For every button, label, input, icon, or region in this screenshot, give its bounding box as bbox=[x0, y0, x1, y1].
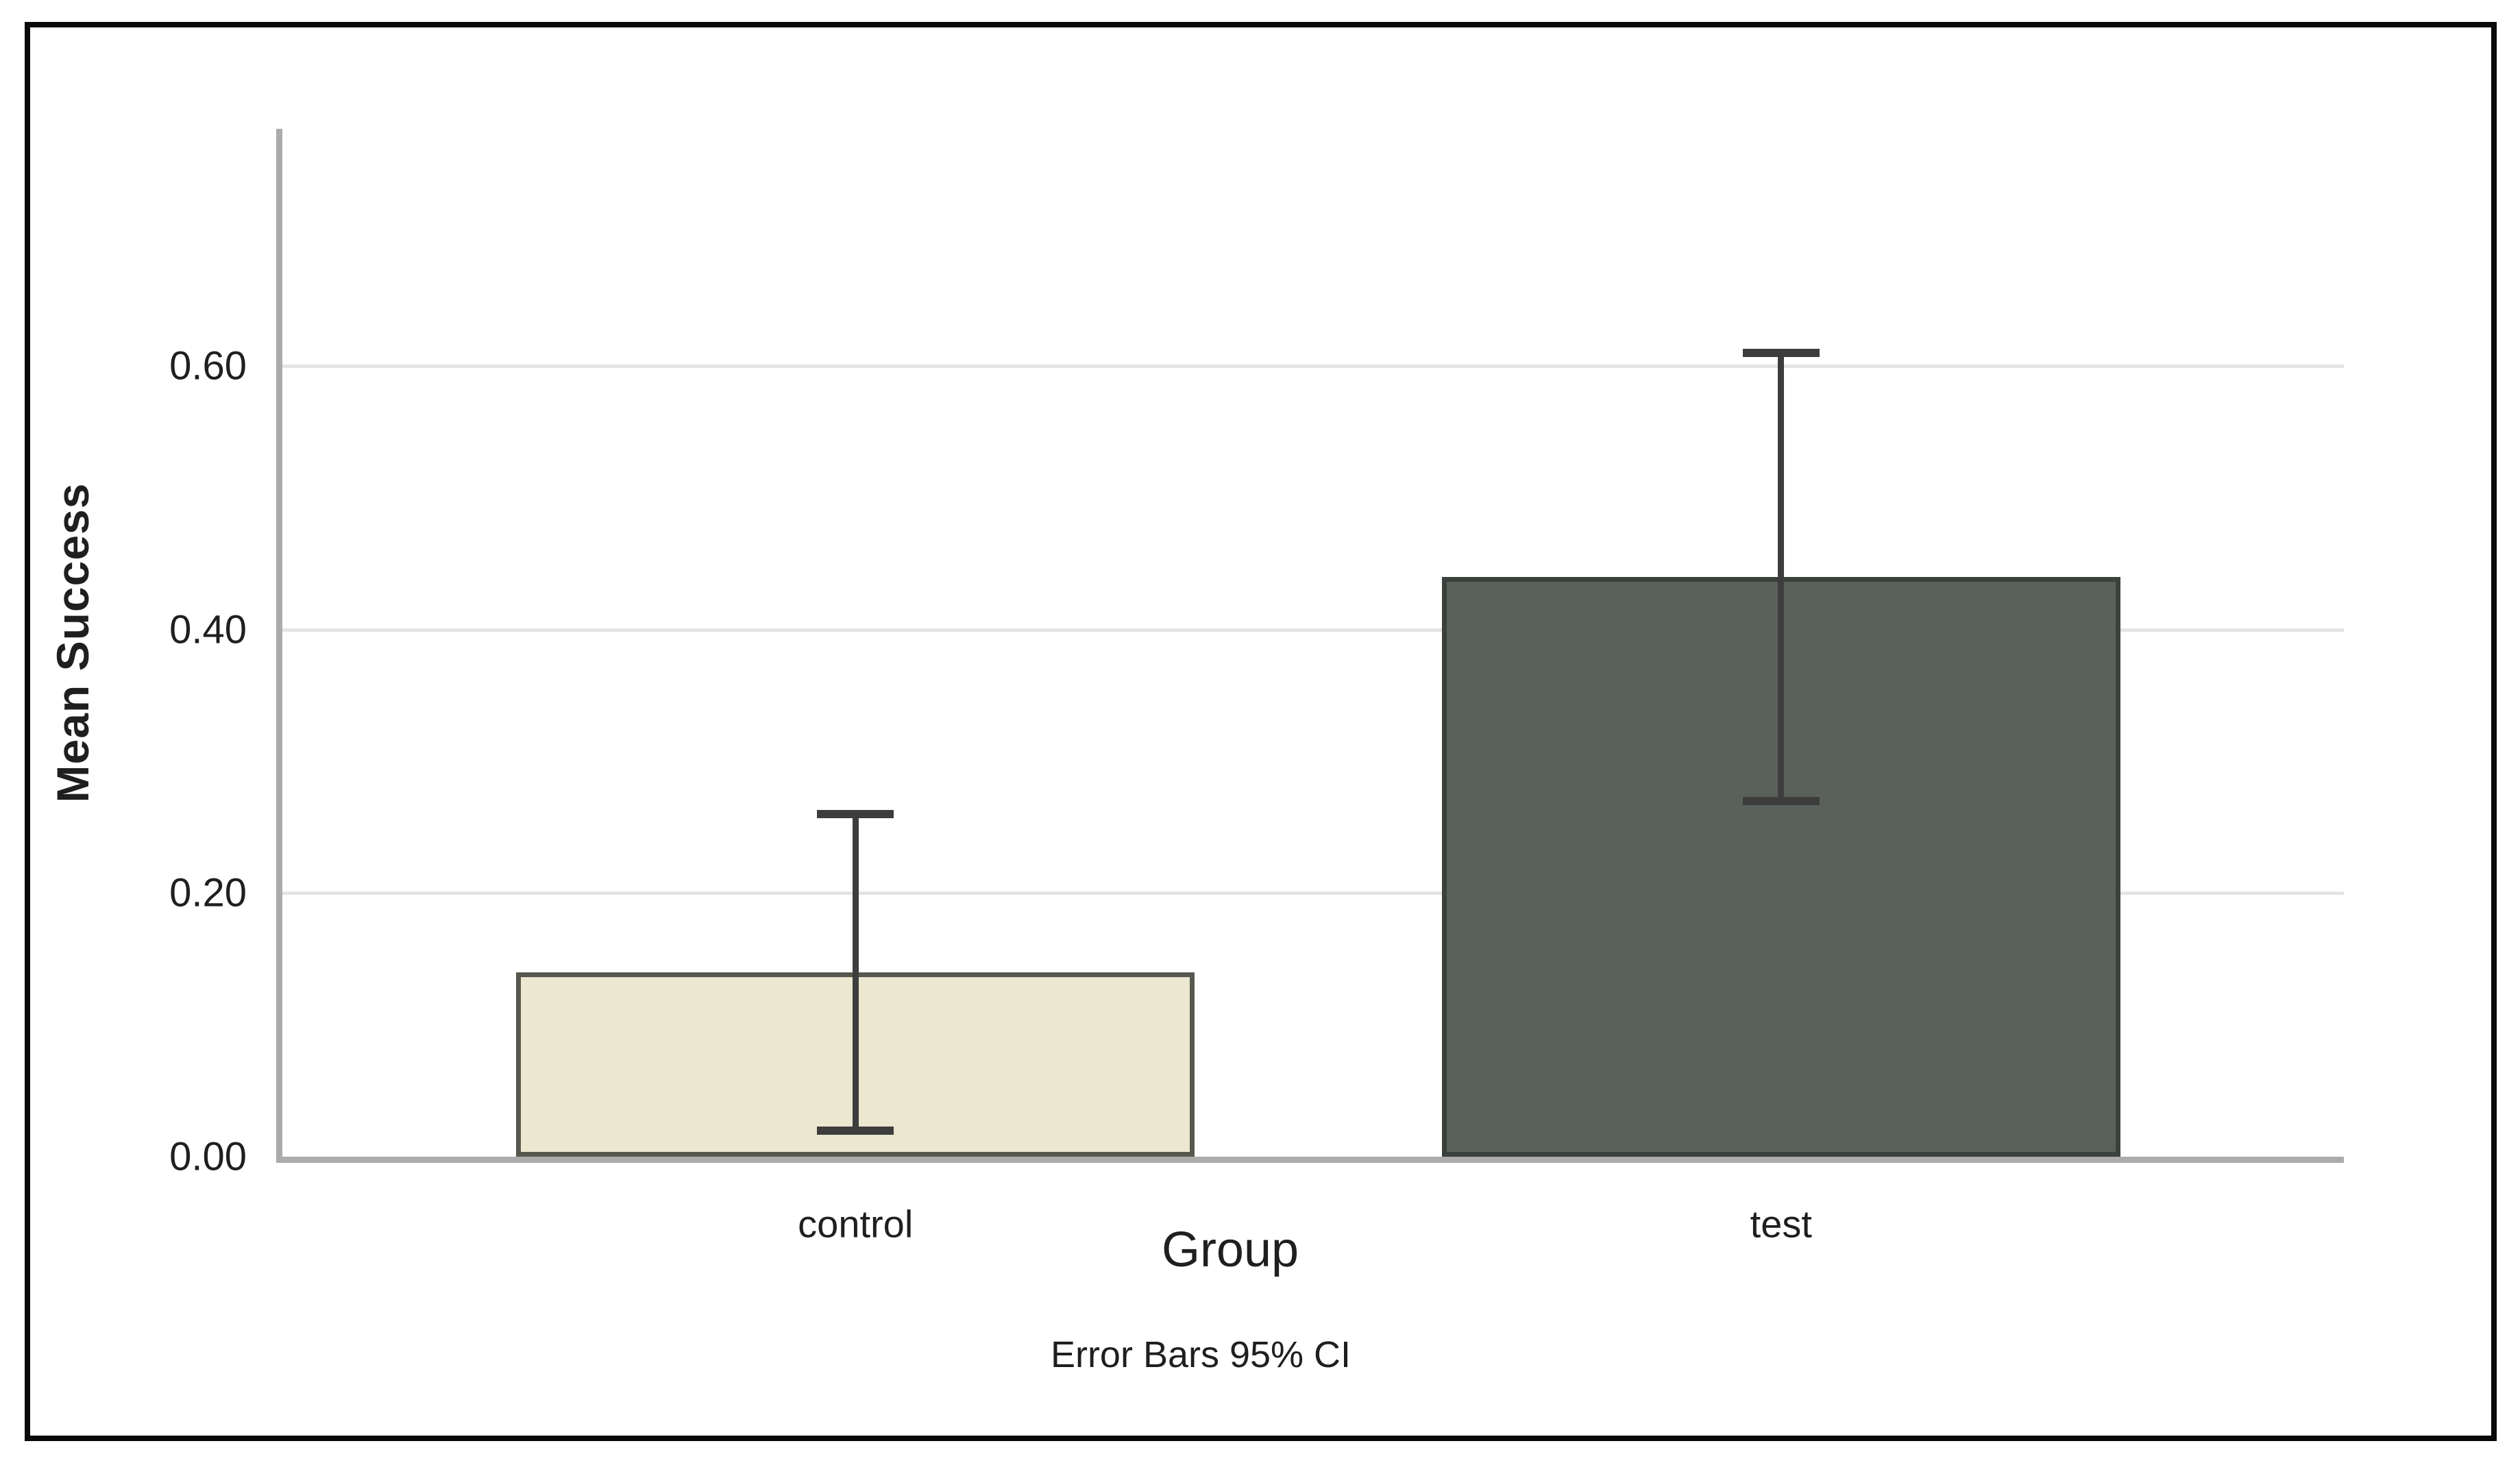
y-tick-label: 0.20 bbox=[169, 870, 247, 915]
x-category-label: control bbox=[798, 1202, 914, 1246]
error-bar-cap-bottom bbox=[817, 1126, 894, 1135]
bar-test bbox=[1441, 576, 2120, 1157]
x-axis-line bbox=[276, 1157, 2344, 1163]
y-tick-label: 0.40 bbox=[169, 607, 247, 652]
error-bar-line bbox=[852, 814, 859, 1131]
gridline bbox=[282, 628, 2344, 632]
figure-border bbox=[25, 22, 2497, 1441]
x-category-label: test bbox=[1750, 1202, 1812, 1246]
y-tick-label: 0.00 bbox=[169, 1134, 247, 1179]
x-axis-title: Group bbox=[1161, 1222, 1299, 1277]
gridline bbox=[282, 892, 2344, 896]
error-bar-cap-top bbox=[1742, 348, 1820, 357]
plot-area bbox=[276, 129, 2344, 1163]
y-axis-line bbox=[276, 129, 282, 1163]
error-bars-footnote: Error Bars 95% CI bbox=[1050, 1334, 1351, 1375]
gridline bbox=[282, 365, 2344, 369]
error-bar-line bbox=[1778, 352, 1785, 801]
error-bar-cap-top bbox=[817, 810, 894, 818]
error-bar-cap-bottom bbox=[1742, 796, 1820, 805]
y-tick-label: 0.60 bbox=[169, 343, 247, 389]
